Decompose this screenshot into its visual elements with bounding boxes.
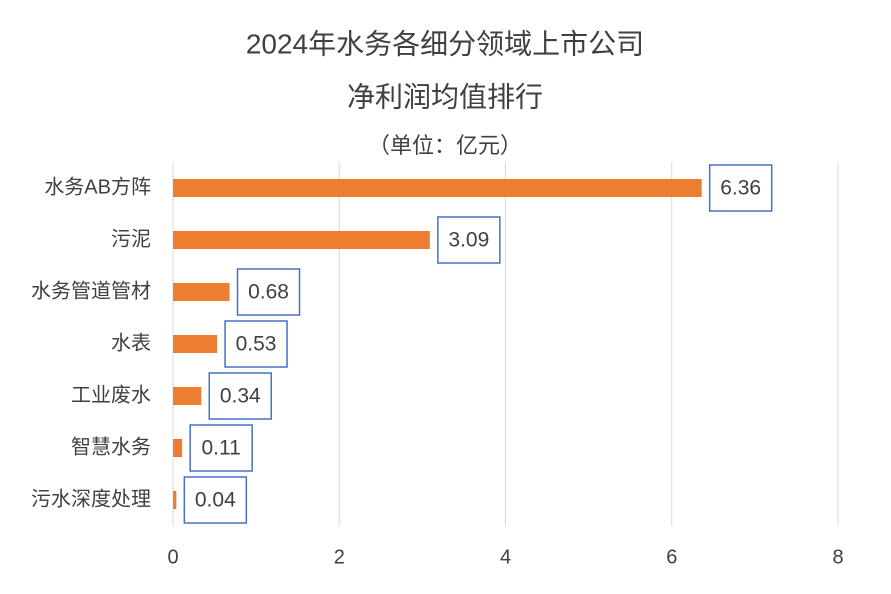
data-label-box	[437, 216, 501, 264]
bar	[173, 231, 430, 249]
x-tick-label: 4	[500, 546, 511, 568]
x-tick-label: 8	[832, 546, 843, 568]
chart-title: 2024年水务各细分领域上市公司	[246, 28, 644, 59]
y-tick-label: 智慧水务	[71, 435, 151, 458]
y-tick-label: 水务AB方阵	[44, 175, 151, 198]
bar	[173, 335, 218, 353]
bar	[173, 179, 702, 197]
data-label-box	[208, 372, 273, 420]
y-tick-label: 水表	[111, 331, 151, 354]
data-label-box	[236, 268, 301, 316]
bar	[173, 491, 177, 509]
x-tick-label: 2	[334, 546, 345, 568]
x-tick-label: 6	[666, 546, 677, 568]
chart-subtitle: （单位：亿元）	[368, 133, 522, 158]
bar	[173, 283, 230, 301]
data-label: 6.36	[720, 177, 761, 200]
y-tick-label: 污水深度处理	[31, 487, 151, 510]
y-tick-label: 污泥	[111, 227, 151, 250]
y-tick-label: 工业废水	[71, 383, 151, 406]
data-label-box	[708, 164, 773, 212]
bar	[173, 387, 202, 405]
bar	[173, 439, 183, 457]
data-label: 0.68	[248, 281, 289, 304]
chart-title: 净利润均值排行	[347, 81, 543, 112]
data-label-box	[224, 320, 288, 368]
data-label: 0.34	[220, 385, 261, 408]
data-label: 0.53	[236, 333, 277, 356]
x-tick-label: 0	[167, 546, 178, 568]
data-label-box	[183, 476, 248, 524]
data-label-box	[189, 424, 253, 472]
y-tick-label: 水务管道管材	[31, 279, 151, 302]
data-label: 0.11	[201, 437, 240, 460]
data-label: 0.04	[195, 489, 236, 512]
data-label: 3.09	[448, 229, 489, 252]
